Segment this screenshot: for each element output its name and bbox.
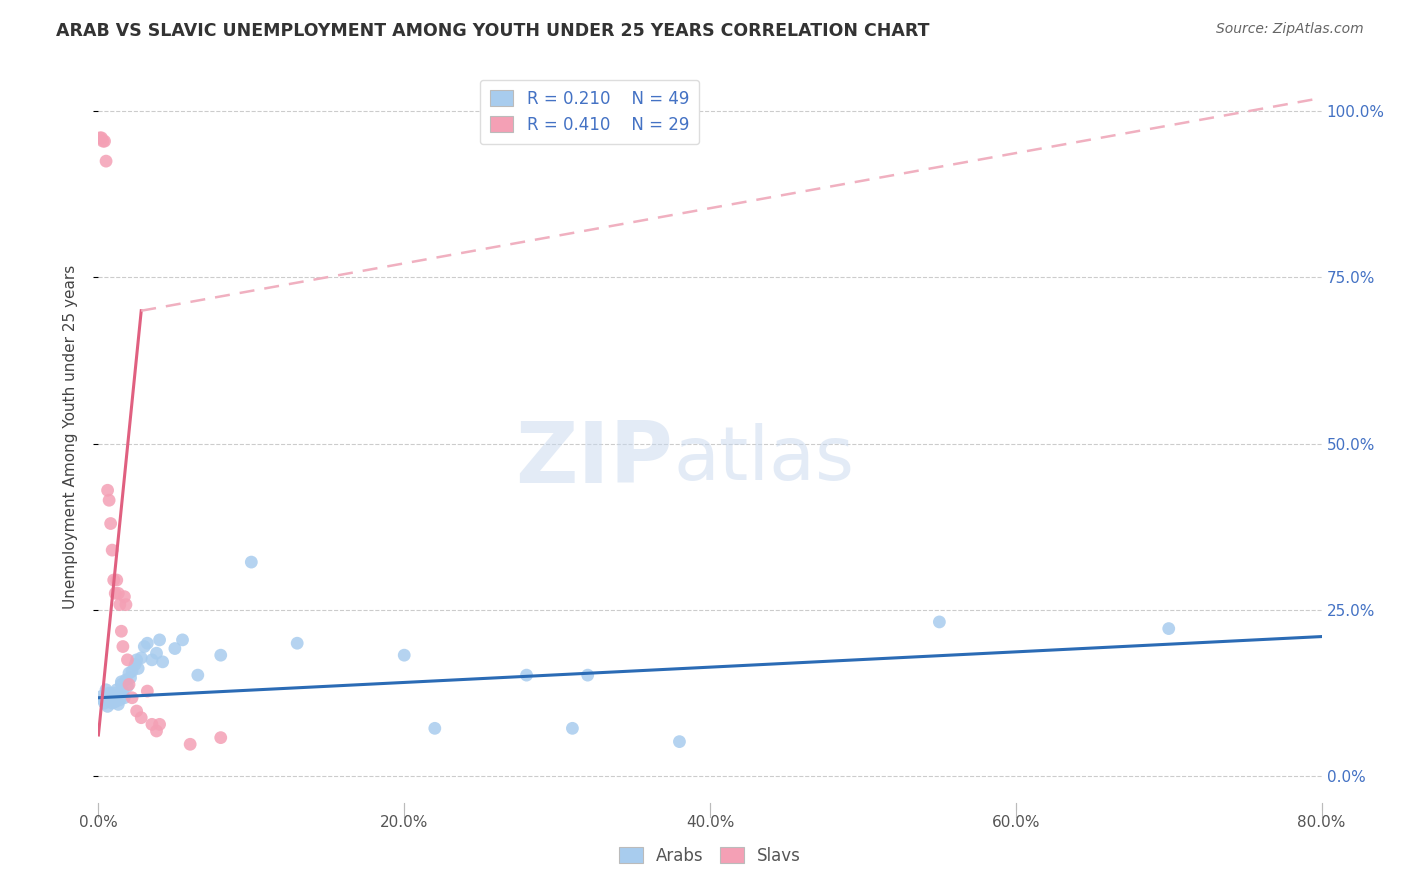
- Point: [110, 674, 132, 689]
- Point: [98, 686, 121, 700]
- Point: [103, 573, 125, 587]
- Point: [111, 640, 134, 654]
- Point: [100, 690, 122, 704]
- Point: [136, 684, 159, 698]
- Point: [107, 688, 129, 702]
- Point: [576, 668, 599, 682]
- Legend: Arabs, Slavs: Arabs, Slavs: [613, 840, 807, 871]
- Point: [115, 598, 138, 612]
- Point: [129, 650, 152, 665]
- Point: [98, 493, 121, 508]
- Point: [1157, 622, 1180, 636]
- Point: [97, 483, 120, 498]
- Point: [104, 695, 127, 709]
- Point: [110, 624, 132, 639]
- Point: [105, 682, 128, 697]
- Point: [179, 737, 201, 751]
- Point: [103, 686, 125, 700]
- Point: [172, 632, 194, 647]
- Point: [108, 692, 131, 706]
- Point: [163, 641, 186, 656]
- Point: [112, 590, 135, 604]
- Point: [516, 668, 538, 682]
- Point: [117, 653, 139, 667]
- Point: [101, 696, 124, 710]
- Point: [121, 664, 143, 678]
- Point: [94, 154, 117, 169]
- Point: [668, 734, 690, 748]
- Point: [129, 711, 152, 725]
- Text: Source: ZipAtlas.com: Source: ZipAtlas.com: [1216, 22, 1364, 37]
- Point: [149, 632, 172, 647]
- Point: [209, 648, 232, 663]
- Point: [928, 615, 950, 629]
- Point: [103, 690, 125, 705]
- Point: [152, 655, 174, 669]
- Point: [125, 653, 148, 667]
- Point: [136, 636, 159, 650]
- Point: [105, 573, 128, 587]
- Point: [100, 692, 122, 706]
- Point: [118, 666, 141, 681]
- Text: atlas: atlas: [673, 423, 855, 496]
- Point: [187, 668, 209, 682]
- Point: [120, 671, 142, 685]
- Point: [90, 131, 112, 145]
- Point: [141, 653, 163, 667]
- Point: [392, 648, 416, 663]
- Point: [97, 699, 120, 714]
- Point: [117, 680, 139, 694]
- Text: ARAB VS SLAVIC UNEMPLOYMENT AMONG YOUTH UNDER 25 YEARS CORRELATION CHART: ARAB VS SLAVIC UNEMPLOYMENT AMONG YOUTH …: [56, 22, 929, 40]
- Y-axis label: Unemployment Among Youth under 25 years: Unemployment Among Youth under 25 years: [63, 265, 77, 609]
- Point: [145, 723, 167, 738]
- Point: [209, 731, 232, 745]
- Point: [91, 134, 114, 148]
- Point: [240, 555, 263, 569]
- Point: [285, 636, 308, 650]
- Point: [121, 690, 143, 705]
- Point: [423, 722, 446, 736]
- Point: [101, 543, 124, 558]
- Point: [91, 692, 114, 706]
- Point: [89, 131, 111, 145]
- Point: [115, 673, 138, 687]
- Point: [110, 677, 132, 691]
- Point: [104, 586, 127, 600]
- Point: [112, 690, 135, 705]
- Point: [100, 516, 122, 531]
- Point: [127, 661, 149, 675]
- Point: [107, 586, 129, 600]
- Point: [90, 690, 112, 704]
- Point: [149, 717, 172, 731]
- Point: [561, 722, 583, 736]
- Point: [145, 646, 167, 660]
- Point: [134, 640, 156, 654]
- Point: [118, 677, 141, 691]
- Point: [108, 598, 131, 612]
- Point: [107, 698, 129, 712]
- Text: ZIP: ZIP: [516, 417, 673, 500]
- Point: [111, 684, 134, 698]
- Point: [124, 657, 146, 672]
- Point: [141, 717, 163, 731]
- Point: [93, 134, 115, 148]
- Point: [94, 682, 117, 697]
- Point: [93, 696, 115, 710]
- Point: [125, 704, 148, 718]
